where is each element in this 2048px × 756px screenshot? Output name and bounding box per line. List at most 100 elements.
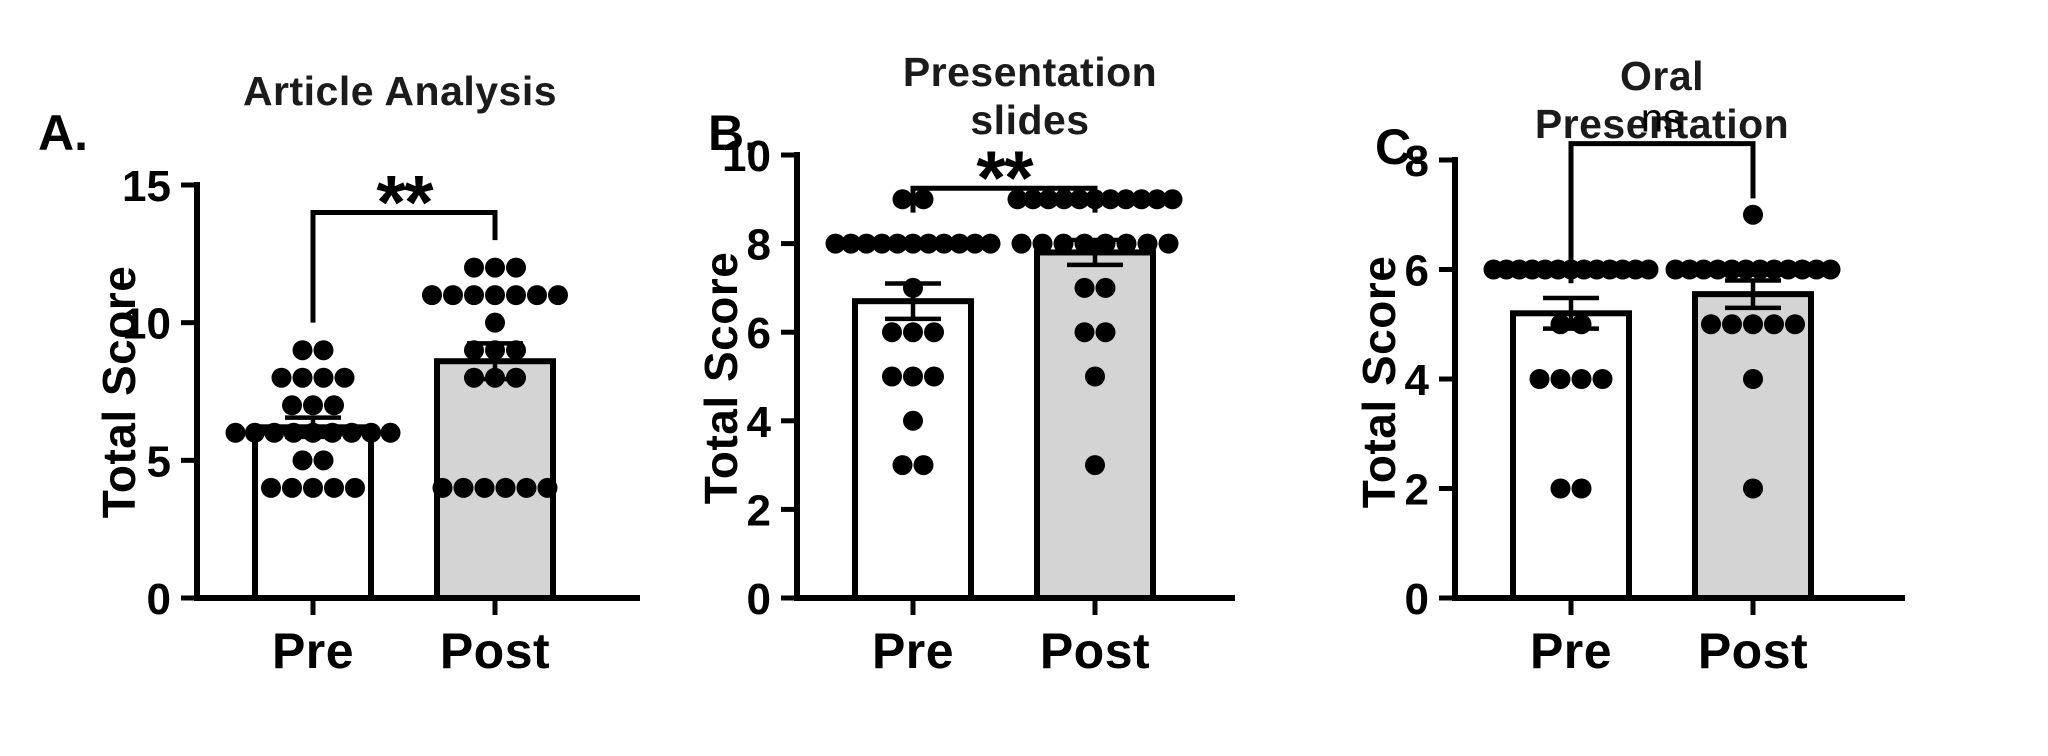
- data-point: [1764, 314, 1784, 335]
- data-point: [1069, 189, 1090, 210]
- data-point: [1721, 259, 1742, 280]
- data-point: [464, 257, 484, 278]
- data-point: [506, 285, 526, 306]
- x-category-label: Pre: [872, 623, 954, 679]
- y-tick-label: 6: [1405, 247, 1429, 296]
- y-tick-label: 0: [747, 575, 771, 624]
- data-point: [244, 422, 265, 443]
- data-point: [313, 367, 334, 388]
- y-tick-label: 6: [747, 309, 771, 358]
- panel-title: Presentation slides: [902, 49, 1158, 144]
- significance-label: **: [976, 136, 1034, 221]
- data-point: [1764, 259, 1785, 280]
- dot-group-post: [1665, 204, 1841, 499]
- data-point: [903, 277, 923, 298]
- data-point: [1778, 259, 1799, 280]
- data-point: [292, 340, 313, 361]
- data-point: [1693, 259, 1714, 280]
- data-point: [1038, 189, 1059, 210]
- presentation-slides-chart: 0 2 4 6 8 10 Pre Post **: [722, 132, 1235, 679]
- data-point: [283, 422, 304, 443]
- significance-bracket: [310, 210, 498, 323]
- x-category-label: Post: [440, 623, 550, 679]
- data-point: [949, 233, 970, 254]
- data-point: [1665, 259, 1686, 280]
- data-point: [1158, 233, 1179, 254]
- data-point: [825, 233, 846, 254]
- y-tick-label: 2: [1405, 466, 1429, 515]
- data-point: [913, 189, 934, 210]
- data-point: [887, 233, 908, 254]
- data-point: [1147, 189, 1167, 210]
- data-point: [341, 422, 362, 443]
- data-point: [1529, 369, 1550, 389]
- y-tick-label: 8: [1405, 137, 1429, 186]
- data-point: [303, 422, 323, 443]
- bar-pre: [252, 424, 374, 601]
- data-point: [965, 233, 985, 254]
- data-point: [303, 395, 323, 416]
- y-tick-label: 0: [147, 575, 171, 624]
- dot-group-pre: [225, 340, 401, 498]
- panel-letter: A.: [38, 105, 88, 161]
- y-tick-label: 4: [1405, 356, 1430, 405]
- dot-group-post: [1007, 189, 1183, 476]
- data-point: [934, 233, 954, 254]
- data-point: [1679, 259, 1700, 280]
- dot-group-pre: [825, 189, 1001, 476]
- x-category-label: Pre: [272, 623, 354, 679]
- data-point: [361, 422, 382, 443]
- bar-post: [1034, 249, 1156, 602]
- panel-article-analysis: Article Analysis A. Total Score 0 5 10 15 Pr…: [0, 0, 660, 756]
- data-point: [1074, 233, 1095, 254]
- data-point: [924, 322, 944, 343]
- y-tick-label: 0: [1405, 575, 1429, 624]
- panel-letter: C.: [1375, 119, 1425, 175]
- data-point: [271, 367, 292, 388]
- data-point: [1735, 259, 1756, 280]
- data-point: [345, 477, 365, 498]
- significance-label: ns: [1641, 97, 1683, 141]
- data-point: [1571, 478, 1592, 499]
- significance-bracket: [910, 185, 1098, 213]
- data-point: [1095, 322, 1116, 343]
- bar-pre: [852, 298, 974, 601]
- data-point: [924, 366, 944, 387]
- y-tick-label: 15: [122, 162, 171, 211]
- data-point: [1592, 369, 1613, 389]
- data-point: [903, 322, 923, 343]
- data-point: [264, 422, 285, 443]
- data-point: [464, 285, 484, 306]
- data-point: [313, 340, 334, 361]
- data-point: [548, 285, 568, 306]
- data-point: [506, 340, 526, 361]
- data-point: [1550, 314, 1571, 335]
- y-tick-label: 4: [747, 398, 772, 447]
- data-point: [1743, 314, 1763, 335]
- data-point: [432, 477, 453, 498]
- data-point: [1806, 259, 1827, 280]
- data-point: [1550, 369, 1571, 389]
- data-point: [324, 477, 344, 498]
- data-point: [1131, 189, 1152, 210]
- panel-letter: B.: [708, 105, 758, 161]
- y-tick-label: 10: [722, 132, 771, 181]
- data-point: [485, 312, 505, 333]
- data-point: [443, 285, 463, 306]
- data-point: [980, 233, 1001, 254]
- data-point: [324, 395, 344, 416]
- data-point: [485, 367, 505, 388]
- bar-post: [1692, 291, 1814, 601]
- data-point: [1137, 233, 1158, 254]
- data-point: [856, 233, 877, 254]
- data-point: [841, 233, 861, 254]
- data-point: [903, 233, 923, 254]
- data-point: [516, 477, 537, 498]
- x-category-label: Post: [1698, 623, 1808, 679]
- data-point: [892, 455, 913, 476]
- oral-presentation-chart: 0 2 4 6 8 Pre Post ns: [1405, 97, 1905, 679]
- data-point: [282, 477, 302, 498]
- data-point: [892, 189, 913, 210]
- data-point: [1550, 478, 1571, 499]
